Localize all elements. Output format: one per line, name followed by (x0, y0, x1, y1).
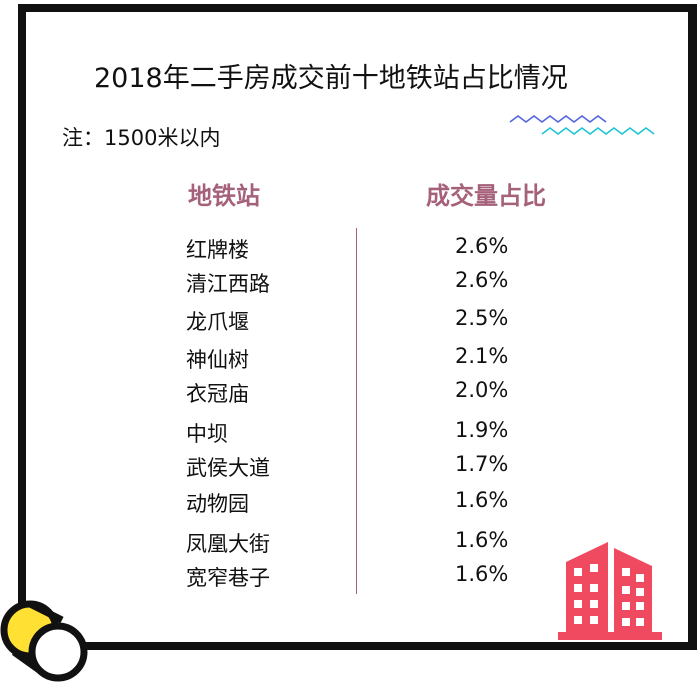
table-row: 神仙树 2.1% (0, 344, 697, 376)
chart-note: 注：1500米以内 (62, 126, 221, 150)
station-name: 龙爪堰 (186, 310, 249, 334)
share-value: 2.5% (455, 306, 509, 330)
card-frame (18, 4, 697, 650)
station-name: 清江西路 (186, 272, 270, 296)
station-name: 动物园 (186, 492, 249, 516)
share-value: 1.9% (455, 418, 509, 442)
table-row: 清江西路 2.6% (0, 268, 697, 300)
share-value: 1.6% (455, 528, 509, 552)
table-row: 宽窄巷子 1.6% (0, 562, 697, 594)
station-name: 武侯大道 (186, 456, 270, 480)
share-value: 2.1% (455, 344, 509, 368)
station-name: 神仙树 (186, 348, 249, 372)
station-name: 中坝 (186, 422, 228, 446)
column-divider (356, 228, 357, 594)
wave-decoration-icon (509, 115, 655, 135)
station-name: 衣冠庙 (186, 382, 249, 406)
column-header-share: 成交量占比 (426, 182, 546, 210)
share-value: 1.6% (455, 488, 509, 512)
table-row: 武侯大道 1.7% (0, 452, 697, 484)
building-icon (558, 542, 662, 640)
rolled-paper-icon (0, 600, 88, 682)
station-name: 宽窄巷子 (186, 566, 270, 590)
share-value: 1.7% (455, 452, 509, 476)
station-name: 凤凰大街 (186, 532, 270, 556)
table-row: 凤凰大街 1.6% (0, 528, 697, 560)
table-row: 中坝 1.9% (0, 418, 697, 450)
share-value: 1.6% (455, 562, 509, 586)
column-header-station: 地铁站 (188, 182, 260, 210)
table-row: 衣冠庙 2.0% (0, 378, 697, 410)
table-row: 龙爪堰 2.5% (0, 306, 697, 338)
station-name: 红牌楼 (186, 238, 249, 262)
table-row: 红牌楼 2.6% (0, 234, 697, 266)
share-value: 2.6% (455, 268, 509, 292)
table-row: 动物园 1.6% (0, 488, 697, 520)
share-value: 2.6% (455, 234, 509, 258)
share-value: 2.0% (455, 378, 509, 402)
chart-title: 2018年二手房成交前十地铁站占比情况 (94, 63, 568, 94)
